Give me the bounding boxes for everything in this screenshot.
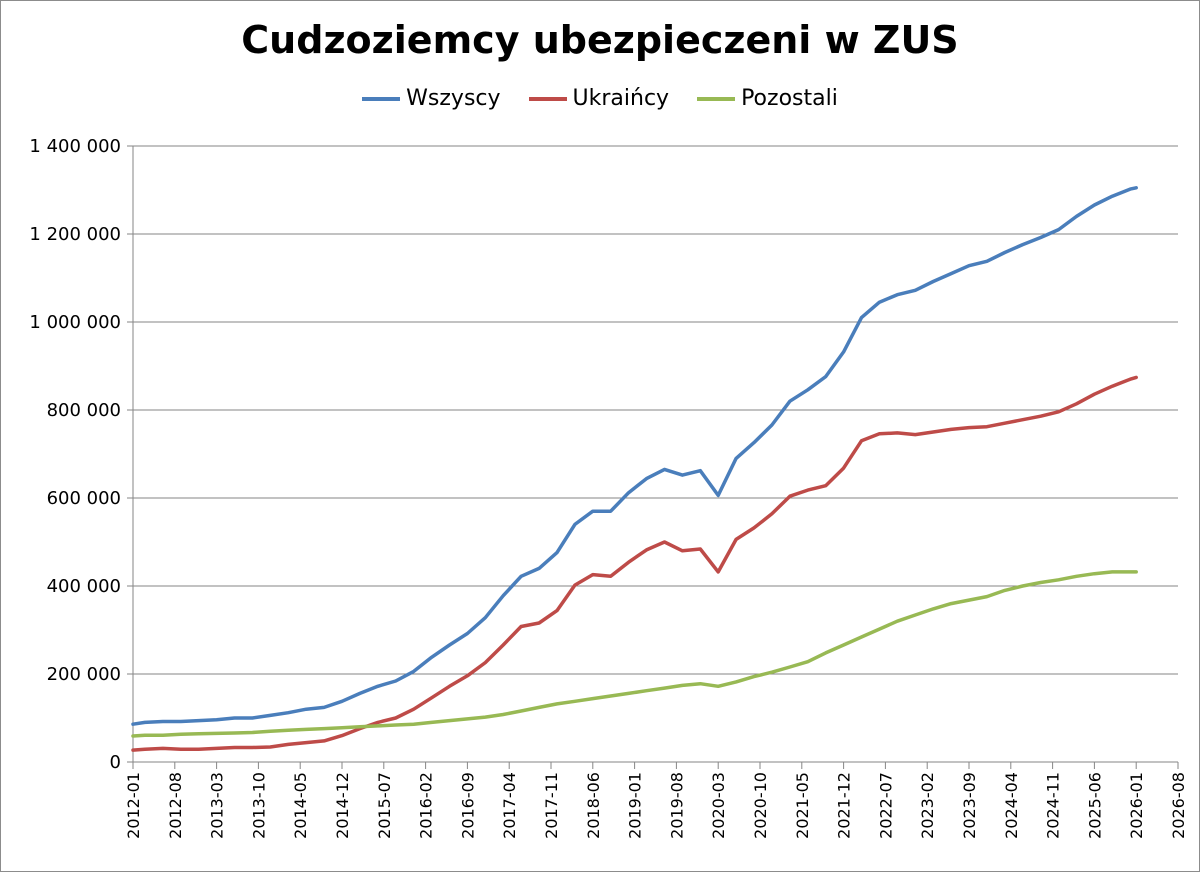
x-tick-label: 2013-10: [249, 772, 268, 839]
x-tick-label: 2020-10: [751, 772, 770, 839]
x-tick-label: 2016-02: [417, 772, 436, 839]
x-tick-label: 2016-09: [458, 772, 477, 839]
y-tick-label: 800 000: [47, 400, 121, 421]
x-tick-label: 2020-03: [709, 772, 728, 839]
y-tick-label: 1 400 000: [29, 136, 121, 157]
y-tick-label: 1 000 000: [29, 312, 121, 333]
x-tick-label: 2023-09: [960, 772, 979, 839]
x-tick-label: 2026-08: [1169, 772, 1188, 839]
x-tick-label: 2026-01: [1127, 772, 1146, 839]
series-line-2: [131, 570, 1138, 738]
x-tick-label: 2014-12: [333, 772, 352, 839]
x-tick-label: 2022-07: [876, 772, 895, 839]
legend-item-pozostali: Pozostali: [697, 86, 838, 111]
y-tick-label: 0: [110, 752, 121, 773]
chart-title: Cudzoziemcy ubezpieczeni w ZUS: [241, 18, 959, 62]
legend: Wszyscy Ukraińcy Pozostali: [0, 86, 1200, 111]
x-tick-label: 2023-02: [918, 772, 937, 839]
x-tick-label: 2021-12: [835, 772, 854, 839]
x-tick-label: 2024-11: [1044, 772, 1063, 839]
x-tick-label: 2013-03: [208, 772, 227, 839]
x-tick-label: 2019-08: [667, 772, 686, 839]
series-line-1: [131, 375, 1138, 752]
legend-label-wszyscy: Wszyscy: [406, 86, 501, 111]
x-tick-label: 2025-06: [1085, 772, 1104, 839]
x-tick-label: 2012-08: [166, 772, 185, 839]
x-tick-label: 2024-04: [1002, 772, 1021, 839]
series-line-0: [131, 186, 1138, 726]
y-tick-label: 200 000: [47, 664, 121, 685]
x-tick-label: 2019-01: [626, 772, 645, 839]
legend-swatch-ukraincy: [528, 96, 567, 101]
x-tick-label: 2021-05: [793, 772, 812, 839]
legend-swatch-pozostali: [697, 96, 736, 101]
x-tick-label: 2015-07: [375, 772, 394, 839]
x-tick-label: 2018-06: [584, 772, 603, 839]
x-tick-label: 2012-01: [124, 772, 143, 839]
legend-item-ukraincy: Ukraińcy: [528, 86, 670, 111]
y-tick-label: 400 000: [47, 576, 121, 597]
x-tick-label: 2017-11: [542, 772, 561, 839]
legend-swatch-wszyscy: [362, 96, 401, 101]
y-tick-label: 600 000: [47, 488, 121, 509]
legend-item-wszyscy: Wszyscy: [362, 86, 501, 111]
y-tick-label: 1 200 000: [29, 224, 121, 245]
x-tick-label: 2014-05: [291, 772, 310, 839]
legend-label-ukraincy: Ukraińcy: [572, 86, 670, 111]
legend-label-pozostali: Pozostali: [741, 86, 838, 111]
x-tick-label: 2017-04: [500, 772, 519, 839]
